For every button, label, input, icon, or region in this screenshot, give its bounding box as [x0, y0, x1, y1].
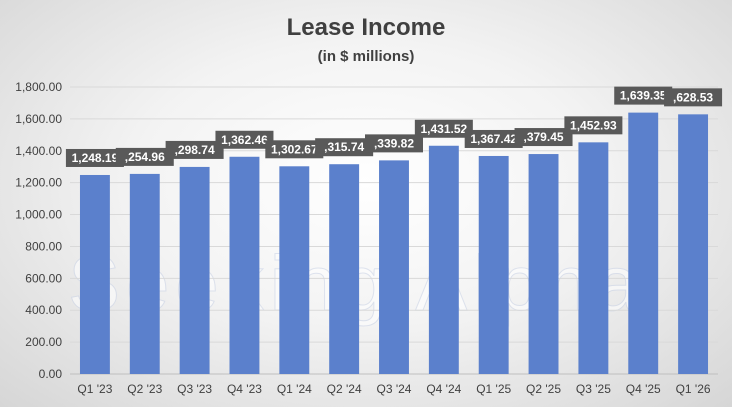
data-label: ,628.53 — [673, 90, 713, 104]
x-tick-label: Q1 '23 — [77, 382, 112, 396]
data-label-box — [664, 88, 723, 107]
data-label: 1,452.93 — [570, 118, 617, 132]
data-label-box — [265, 140, 324, 159]
data-label-box — [614, 86, 673, 105]
chart-title: Lease Income — [286, 14, 446, 41]
data-label: 1,248.19 — [72, 151, 119, 165]
y-tick-label: 800.00 — [25, 239, 62, 253]
data-label-box — [464, 129, 523, 148]
y-tick-label: 1,800.00 — [15, 80, 62, 94]
y-tick-label: 200.00 — [25, 335, 62, 349]
data-label: 1,639.35 — [620, 89, 667, 103]
y-tick-label: 1,400.00 — [15, 144, 62, 158]
data-label: ,254.96 — [125, 150, 165, 164]
bar — [379, 160, 409, 374]
data-label: 1,362.46 — [221, 133, 268, 147]
x-tick-label: Q1 '24 — [277, 382, 312, 396]
data-label-box — [115, 147, 174, 166]
x-tick-label: Q2 '23 — [127, 382, 162, 396]
x-tick-label: Q3 '25 — [576, 382, 611, 396]
x-tick-label: Q4 '24 — [426, 382, 461, 396]
bar — [678, 114, 709, 374]
y-tick-label: 1,000.00 — [15, 208, 62, 222]
bar — [329, 164, 360, 374]
data-label: ,339.82 — [374, 136, 414, 150]
x-tick-label: Q1 '26 — [676, 382, 711, 396]
x-tick-label: Q3 '24 — [377, 382, 412, 396]
data-label-box — [564, 116, 623, 135]
data-label-box — [365, 134, 423, 153]
bar — [279, 166, 310, 374]
bar — [578, 142, 609, 374]
data-label: ,315.74 — [324, 140, 364, 154]
data-label-box — [215, 130, 274, 149]
x-tick-label: Q4 '23 — [227, 382, 262, 396]
data-label-box — [315, 138, 374, 157]
x-tick-label: Q2 '24 — [327, 382, 362, 396]
bar — [229, 156, 260, 374]
y-tick-label: 0.00 — [39, 367, 63, 381]
x-tick-label: Q4 '25 — [626, 382, 661, 396]
bar — [628, 112, 659, 375]
data-label: ,298.74 — [175, 143, 215, 157]
bar — [428, 145, 459, 374]
bar — [129, 173, 160, 374]
y-tick-label: 1,600.00 — [15, 112, 62, 126]
data-label-box — [65, 148, 124, 167]
data-label-box — [165, 140, 224, 159]
data-label-box — [514, 128, 573, 147]
x-tick-label: Q3 '23 — [177, 382, 212, 396]
data-label: 1,431.52 — [420, 122, 467, 136]
x-tick-label: Q1 '25 — [476, 382, 511, 396]
data-label: 1,302.67 — [271, 142, 318, 156]
chart-subtitle: (in $ millions) — [317, 48, 415, 65]
bar — [179, 166, 210, 374]
bar — [79, 174, 110, 374]
data-label-box — [414, 119, 473, 138]
y-tick-label: 1,200.00 — [15, 176, 62, 190]
data-label: ,379.45 — [524, 130, 564, 144]
x-tick-label: Q2 '25 — [526, 382, 561, 396]
y-tick-label: 600.00 — [25, 271, 62, 285]
data-label: 1,367.42 — [470, 132, 517, 146]
bar — [478, 155, 509, 374]
bar — [528, 154, 559, 374]
y-tick-label: 400.00 — [25, 303, 62, 317]
